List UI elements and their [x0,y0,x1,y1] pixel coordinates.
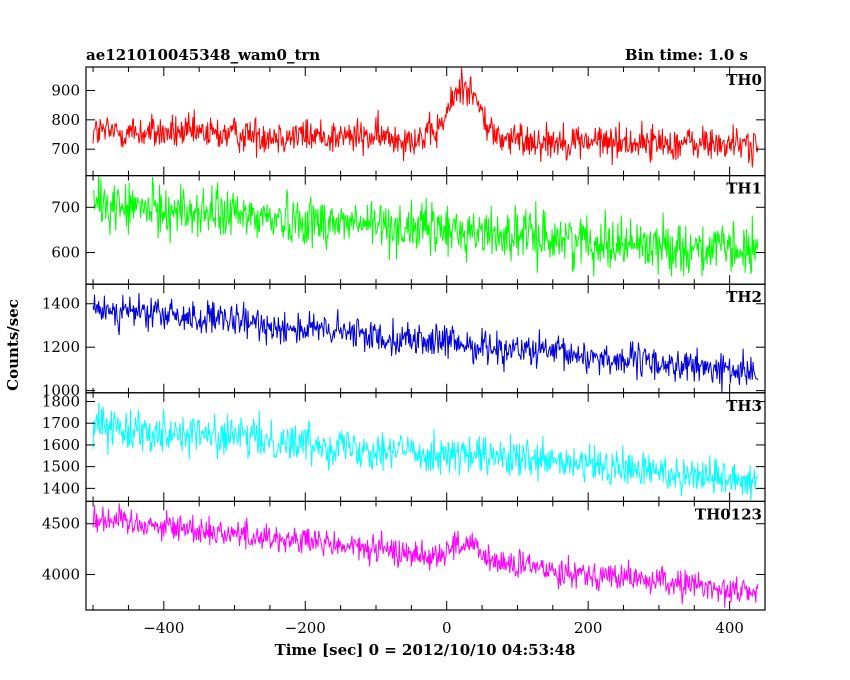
y-tick-label: 600 [51,244,80,262]
y-tick-label: 1000 [42,382,80,400]
y-tick-label: 1400 [42,479,80,497]
y-tick-label: 900 [51,81,80,99]
y-tick-label: 1200 [42,338,80,356]
chart-title-right: Bin time: 1.0 s [625,46,748,64]
x-axis-label: Time [sec] 0 = 2012/10/10 04:53:48 [275,641,576,659]
x-tick-label: 0 [442,619,452,637]
x-tick-label: −400 [143,619,184,637]
y-tick-label: 800 [51,111,80,129]
panel-label-th3: TH3 [726,397,762,415]
panel-label-th2: TH2 [726,288,762,306]
y-tick-label: 4500 [42,515,80,533]
chart-title-left: ae121010045348_wam0_trn [86,46,320,64]
y-tick-label: 1700 [42,414,80,432]
panel-frame-th3 [85,392,766,502]
x-tick-label: 400 [715,619,744,637]
panels-group: 700 800 900 TH0 600 700 TH1 1000 1200 1400 TH2 1400… [42,66,766,637]
series-line-th2 [92,292,759,393]
panel-label-th0123: TH0123 [695,505,762,523]
y-tick-label: 700 [51,140,80,158]
y-tick-label: 1500 [42,458,80,476]
y-tick-label: 1600 [42,436,80,454]
y-tick-label: 4000 [42,565,80,583]
y-tick-label: 1400 [42,295,80,313]
panel-label-th0: TH0 [726,71,762,89]
panel-frame-th0123 [85,500,766,611]
series-line-th0 [92,67,759,168]
x-tick-label: −200 [285,619,326,637]
series-line-th3 [92,402,759,502]
panel-label-th1: TH1 [726,180,762,198]
panel-frame-th2 [85,283,766,394]
y-axis-label: Counts/sec [4,299,22,391]
x-tick-label: 200 [574,619,603,637]
y-tick-label: 700 [51,198,80,216]
series-line-th0123 [92,503,759,608]
series-line-th1 [92,175,759,277]
y-tick-label: 1800 [42,392,80,410]
